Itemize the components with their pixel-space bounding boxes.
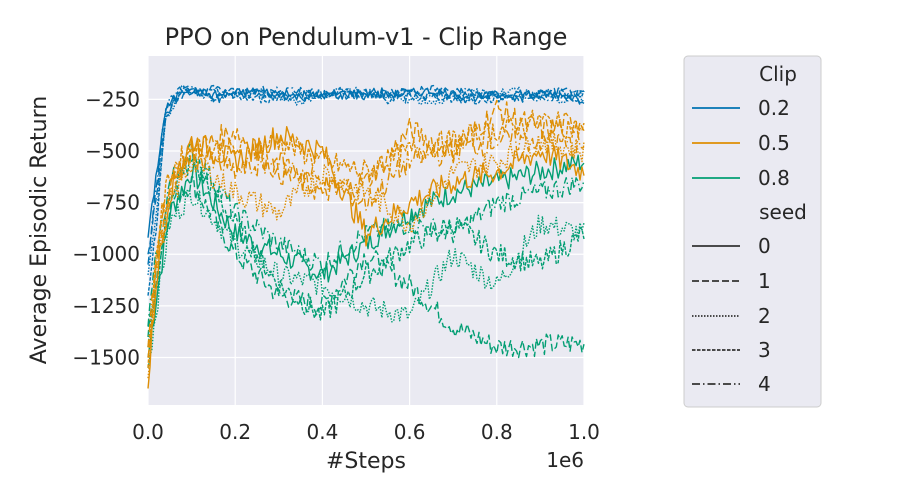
y-tick-label: −1000 — [72, 242, 140, 266]
series-line-clip-0.5-seed-2 — [147, 130, 585, 379]
chart-title: PPO on Pendulum-v1 - Clip Range — [165, 23, 568, 51]
legend-label-clip-0.2: 0.2 — [758, 96, 790, 120]
series-lines — [147, 84, 585, 389]
legend-label-seed-1: 1 — [758, 269, 771, 293]
x-axis-label: #Steps — [326, 449, 406, 474]
y-tick-label: −500 — [85, 139, 140, 163]
y-tick-label: −750 — [85, 191, 140, 215]
y-tick-label: −1250 — [72, 294, 140, 318]
x-tick-label: 1.0 — [568, 420, 600, 444]
series-line-clip-0.5-seed-1 — [147, 99, 585, 358]
series-line-clip-0.8-seed-0 — [147, 154, 585, 358]
y-tick-label: −1500 — [72, 346, 140, 370]
legend-label-seed-0: 0 — [758, 234, 771, 258]
x-tick-label: 0.6 — [394, 420, 426, 444]
legend-label-seed-3: 3 — [758, 338, 771, 362]
x-tick-label: 0.2 — [219, 420, 251, 444]
series-line-clip-0.5-seed-0 — [147, 125, 585, 389]
legend: Clip 0.2 0.5 0.8 seed 0 1 2 3 4 — [683, 55, 822, 408]
x-tick-label: 0.0 — [132, 420, 164, 444]
series-line-clip-0.5-seed-3 — [147, 109, 585, 368]
legend-label-seed-4: 4 — [758, 372, 771, 396]
legend-style-title: seed — [759, 200, 807, 224]
y-tick-labels: −250 −500 −750 −1000 −1250 −1500 — [72, 87, 140, 369]
x-tick-label: 0.4 — [306, 420, 338, 444]
x-tick-label: 0.8 — [481, 420, 513, 444]
x-tick-labels: 0.0 0.2 0.4 0.6 0.8 1.0 — [132, 420, 600, 444]
legend-label-clip-0.8: 0.8 — [758, 166, 790, 190]
y-axis-label: Average Episodic Return — [27, 96, 52, 364]
series-line-clip-0.2-seed-4 — [147, 85, 585, 265]
series-line-clip-0.8-seed-4 — [147, 143, 585, 327]
x-axis-offset-label: 1e6 — [546, 448, 584, 472]
y-tick-label: −250 — [85, 87, 140, 111]
series-line-clip-0.8-seed-3 — [147, 155, 585, 348]
series-line-clip-0.5-seed-4 — [147, 128, 585, 348]
series-line-clip-0.8-seed-1 — [147, 176, 585, 359]
legend-hue-title: Clip — [759, 62, 797, 86]
series-line-clip-0.2-seed-1 — [147, 84, 585, 255]
legend-label-seed-2: 2 — [758, 304, 771, 328]
plot-background — [148, 56, 584, 405]
legend-label-clip-0.5: 0.5 — [758, 131, 790, 155]
